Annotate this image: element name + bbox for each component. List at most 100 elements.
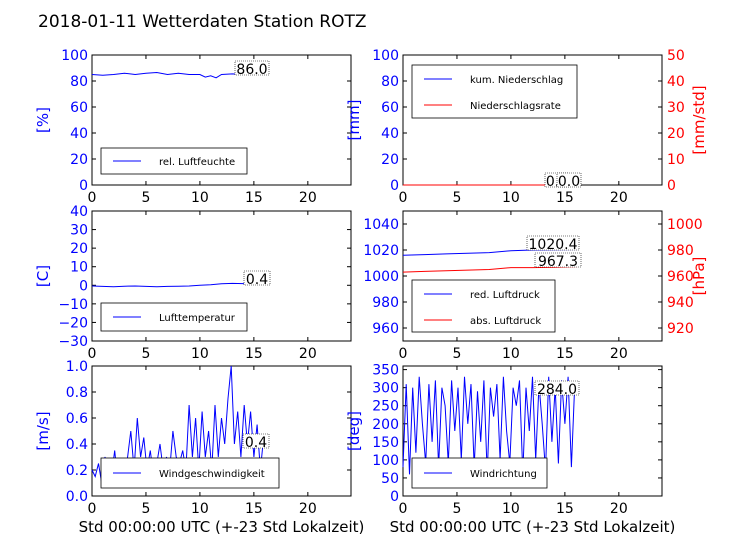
y-tick-label: 30 <box>70 223 88 239</box>
humidity-legend: rel. Luftfeuchte <box>101 148 247 174</box>
y-tick-label: 80 <box>381 74 399 90</box>
annotation-label: 967.3 <box>538 254 578 270</box>
x-axis-label: Std 00:00:00 UTC (+-23 Std Lokalzeit) <box>390 518 676 536</box>
y2-axis-label: [hPa] <box>690 257 708 296</box>
y2-tick-label: 10 <box>667 152 685 168</box>
winddirection-legend: Windrichtung <box>412 458 547 488</box>
y2-tick-label: 940 <box>667 295 694 311</box>
x-tick-label: 15 <box>556 501 574 517</box>
x-tick-label: 10 <box>191 501 209 517</box>
legend-label: Lufttemperatur <box>159 313 236 324</box>
y-tick-label: 350 <box>372 363 399 379</box>
legend-label: red. Luftdruck <box>470 290 540 301</box>
x-tick-label: 0 <box>399 501 408 517</box>
y-tick-label: 0 <box>390 178 399 194</box>
x-tick-label: 20 <box>610 346 628 362</box>
x-tick-label: 5 <box>141 501 150 517</box>
y-tick-label: 0 <box>390 489 399 505</box>
x-tick-label: 0 <box>399 190 408 206</box>
x-tick-label: 15 <box>245 346 263 362</box>
annotation-label: 0.0 <box>558 174 580 190</box>
legend-label: kum. Niederschlag <box>470 75 563 86</box>
x-tick-label: 20 <box>610 190 628 206</box>
y-tick-label: 60 <box>381 100 399 116</box>
y-tick-label: 0.2 <box>66 463 88 479</box>
y-tick-label: 40 <box>381 126 399 142</box>
y2-tick-label: 1000 <box>667 217 703 233</box>
y-tick-label: 1.0 <box>66 359 88 375</box>
y2-tick-label: 920 <box>667 321 694 337</box>
x-tick-label: 10 <box>191 190 209 206</box>
y-tick-label: 960 <box>372 321 399 337</box>
x-tick-label: 20 <box>610 501 628 517</box>
y-tick-label: 100 <box>61 48 88 64</box>
y-tick-label: 0.0 <box>66 489 88 505</box>
y2-tick-label: 0 <box>667 178 676 194</box>
legend-label: abs. Luftdruck <box>470 316 541 327</box>
annotation-label: 1020.4 <box>529 237 578 253</box>
y-axis-label: [C] <box>34 265 52 287</box>
legend-label: Niederschlagsrate <box>470 101 561 112</box>
x-tick-label: 5 <box>141 346 150 362</box>
x-tick-label: 10 <box>502 501 520 517</box>
annotation-label: 0.4 <box>246 272 268 288</box>
x-tick-label: 10 <box>502 190 520 206</box>
y-tick-label: 60 <box>70 100 88 116</box>
x-tick-label: 10 <box>191 346 209 362</box>
y-tick-label: 20 <box>70 152 88 168</box>
y-tick-label: 0 <box>79 178 88 194</box>
y-tick-label: 250 <box>372 399 399 415</box>
precipitation-legend: kum. Niederschlag Niederschlagsrate <box>412 65 577 118</box>
y-tick-label: 80 <box>70 74 88 90</box>
y2-tick-label: 40 <box>667 74 685 90</box>
y-tick-label: 40 <box>70 204 88 220</box>
x-tick-label: 20 <box>299 346 317 362</box>
x-tick-label: 20 <box>299 501 317 517</box>
legend-label: rel. Luftfeuchte <box>159 157 235 168</box>
annotation-label: 284.0 <box>537 382 577 398</box>
y-axis-label: [mm] <box>345 100 363 141</box>
x-tick-label: 0 <box>88 190 97 206</box>
x-tick-label: 5 <box>452 501 461 517</box>
y-tick-label: 100 <box>372 48 399 64</box>
x-tick-label: 15 <box>556 190 574 206</box>
y-tick-label: 1020 <box>363 243 399 259</box>
annotation-label: 86.0 <box>236 62 267 78</box>
chart-title: 2018-01-11 Wetterdaten Station ROTZ <box>38 12 367 32</box>
pressure-legend: red. Luftdruck abs. Luftdruck <box>412 280 555 332</box>
x-tick-label: 0 <box>88 501 97 517</box>
y-tick-label: 0 <box>79 278 88 294</box>
y-tick-label: 100 <box>372 453 399 469</box>
y-tick-label: −20 <box>58 315 88 331</box>
y-tick-label: 0.6 <box>66 411 88 427</box>
y-axis-label: [deg] <box>345 411 363 451</box>
y-tick-label: 0.4 <box>66 437 88 453</box>
y-tick-label: 40 <box>70 126 88 142</box>
y-tick-label: 20 <box>70 241 88 257</box>
x-tick-label: 0 <box>399 346 408 362</box>
x-tick-label: 5 <box>141 190 150 206</box>
x-axis-label: Std 00:00:00 UTC (+-23 Std Lokalzeit) <box>79 518 365 536</box>
x-tick-label: 20 <box>299 190 317 206</box>
y-tick-label: 0.8 <box>66 385 88 401</box>
legend-label: Windgeschwindigkeit <box>159 469 265 480</box>
y2-tick-label: 30 <box>667 100 685 116</box>
annotation-label: 0.4 <box>245 435 267 451</box>
y-tick-label: 1000 <box>363 269 399 285</box>
y-tick-label: 10 <box>70 260 88 276</box>
y-tick-label: 150 <box>372 435 399 451</box>
y-tick-label: 300 <box>372 381 399 397</box>
x-tick-label: 15 <box>556 346 574 362</box>
y-tick-label: −10 <box>58 297 88 313</box>
y2-tick-label: 20 <box>667 126 685 142</box>
x-tick-label: 15 <box>245 190 263 206</box>
x-tick-label: 5 <box>452 190 461 206</box>
y-tick-label: 20 <box>381 152 399 168</box>
y-axis-label: [%] <box>34 107 52 133</box>
y2-tick-label: 980 <box>667 243 694 259</box>
y-axis-label: [m/s] <box>34 411 52 450</box>
